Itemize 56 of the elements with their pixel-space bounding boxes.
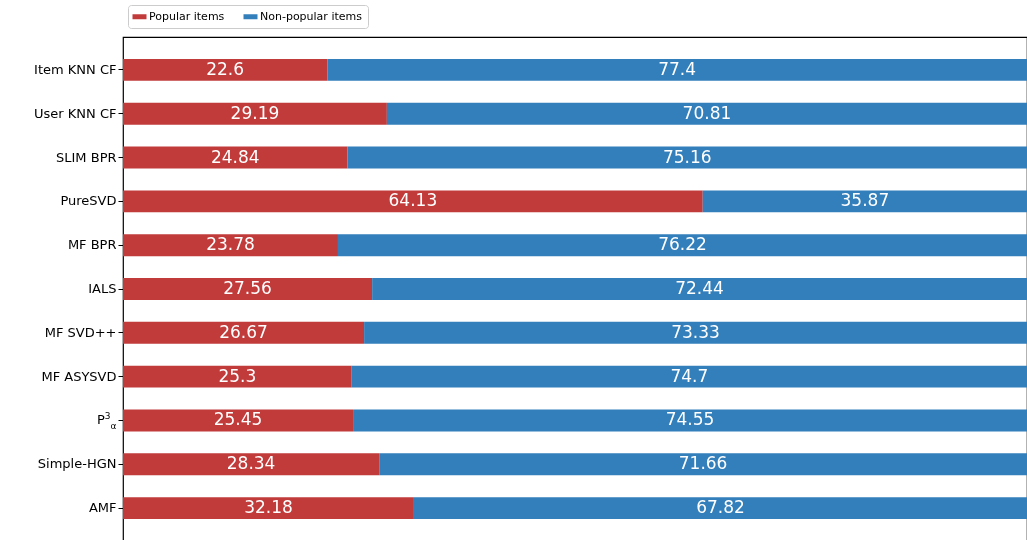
data-label: 22.6 <box>206 58 245 79</box>
bar <box>353 409 1027 432</box>
bar <box>327 58 1027 81</box>
data-label: 25.3 <box>218 365 257 386</box>
bar <box>123 409 354 432</box>
bar <box>347 146 1027 169</box>
y-tick-label: PureSVD <box>60 193 117 209</box>
bar <box>123 190 703 213</box>
data-label: 64.13 <box>388 190 438 211</box>
y-tick-label: User KNN CF <box>34 105 117 121</box>
data-label: 32.18 <box>244 497 293 518</box>
data-label: 35.87 <box>840 190 890 211</box>
bar <box>386 102 1027 125</box>
bar <box>123 497 414 520</box>
bar <box>702 190 1027 213</box>
data-label: 76.22 <box>658 234 707 255</box>
bar <box>364 321 1027 344</box>
bar <box>123 278 373 300</box>
bar <box>123 453 380 476</box>
y-tick-label: IALS <box>88 281 117 296</box>
bar <box>379 453 1027 476</box>
data-label: 67.82 <box>696 497 745 518</box>
y-tick-label: MF ASYSVD <box>41 368 117 384</box>
legend-label: Non-popular items <box>260 9 363 23</box>
data-label: 74.55 <box>665 409 715 430</box>
data-label: 24.84 <box>210 146 260 167</box>
y-tick-label: MF BPR <box>67 237 117 253</box>
bar <box>413 497 1027 520</box>
data-label: 27.56 <box>223 278 272 298</box>
bar <box>372 278 1027 300</box>
data-label: 71.66 <box>678 453 728 474</box>
data-label: 72.44 <box>675 278 724 298</box>
y-tick-label: MF SVD++ <box>44 324 117 340</box>
y-tick-label: Item KNN CF <box>34 61 117 77</box>
y-tick-label: AMF <box>88 500 117 516</box>
y-tick-label: Simple-HGN <box>37 456 117 472</box>
bar <box>123 321 365 344</box>
data-label: 70.81 <box>682 102 732 123</box>
data-label: 75.16 <box>662 146 712 167</box>
data-label: 25.45 <box>213 409 263 430</box>
legend-label: Popular items <box>149 9 225 23</box>
bar <box>337 234 1027 257</box>
bar <box>123 234 338 257</box>
bar <box>123 365 352 388</box>
data-label: 23.78 <box>206 234 255 255</box>
data-label: 77.4 <box>658 58 697 79</box>
bar <box>123 102 387 125</box>
data-label: 73.33 <box>671 321 720 342</box>
bar <box>351 365 1027 388</box>
bar <box>123 58 328 81</box>
y-tick-label: SLIM BPR <box>56 149 117 165</box>
data-label: 28.34 <box>226 453 276 474</box>
data-label: 29.19 <box>230 102 280 123</box>
data-label: 26.67 <box>219 321 268 342</box>
data-label: 74.7 <box>670 365 709 386</box>
bar <box>123 146 348 169</box>
